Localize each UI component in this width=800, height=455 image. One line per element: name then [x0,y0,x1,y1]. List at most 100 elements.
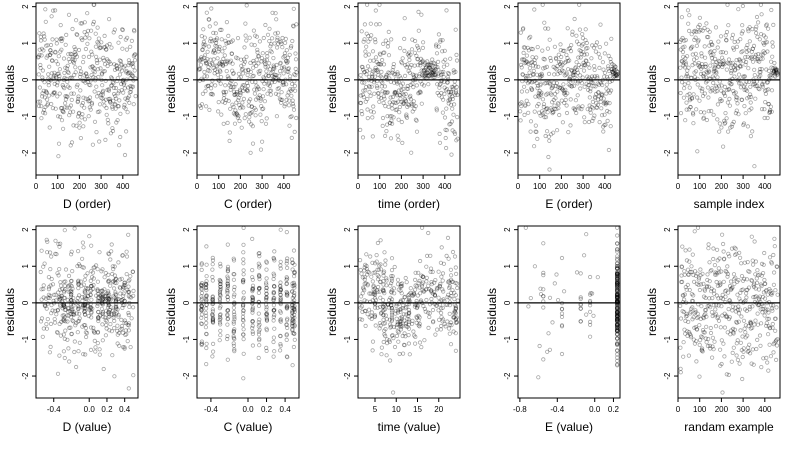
residual-point [428,269,433,274]
residual-point [105,87,110,93]
residual-point [41,283,46,288]
residual-point [754,24,759,29]
residual-point [57,353,62,358]
residual-point [522,57,527,62]
residual-point [578,86,583,91]
residual-point [404,305,409,310]
residual-point [688,335,694,340]
residual-point [762,42,767,47]
residual-point [263,64,268,70]
residual-point [100,338,105,343]
residual-point [767,109,772,114]
residual-point [408,93,413,98]
residual-point [403,321,408,326]
residual-point [264,348,269,353]
residual-point [381,313,386,318]
residual-point [389,310,395,315]
residual-point [605,64,611,69]
residual-point [699,348,705,353]
residual-point [284,292,289,298]
residual-point [446,98,451,103]
residual-point [220,49,225,54]
residual-point [106,315,111,320]
residual-point [426,62,431,67]
residual-point [264,297,269,303]
residual-point [702,110,707,115]
residual-point [450,279,455,284]
residual-point [578,296,583,302]
residual-point [290,299,295,305]
residual-point [377,2,382,7]
residual-point [423,309,428,314]
residual-point [358,100,363,106]
residual-point [713,83,718,88]
residual-point [84,72,89,77]
residual-point [417,74,422,79]
residual-point [732,74,737,79]
residual-point [231,335,236,340]
residual-point [688,269,693,275]
residual-point [264,276,269,281]
residual-point [720,62,726,67]
residual-point [57,244,62,249]
residual-point [708,269,713,274]
residual-point [121,90,126,95]
residual-point [445,62,450,67]
residual-point [256,332,262,337]
residual-point [403,306,408,311]
residual-point [359,77,364,82]
residual-point [199,55,204,60]
residual-point [250,286,256,291]
residual-point [250,294,255,299]
residual-point [372,74,377,79]
residual-point [600,60,606,65]
residual-point [387,339,392,344]
residual-point [83,296,88,301]
residual-point [713,62,718,68]
residual-point [436,67,441,72]
residual-point [371,283,376,288]
residual-point [258,98,263,103]
residual-point [524,53,530,58]
residual-point [240,304,246,309]
residual-point [615,315,620,320]
residual-point [687,91,692,97]
residual-point [615,328,620,333]
residual-point [86,293,91,299]
residual-point [209,39,215,44]
residual-point [715,258,720,263]
residual-point [112,264,117,269]
residual-point [122,102,127,108]
y-tick-label: 2 [182,227,191,232]
residual-point [258,112,263,117]
residual-point [691,121,696,126]
residual-point [231,271,236,277]
residual-point [572,106,578,111]
residual-point [218,284,223,289]
residual-point [597,94,602,99]
residual-point [284,354,289,359]
residual-point [381,304,386,309]
residual-point [372,314,377,319]
residual-point [735,95,740,100]
residual-point [593,43,598,48]
residual-point [418,90,423,95]
residual-point [524,89,530,94]
residual-point [602,51,607,56]
residual-point [455,92,460,98]
residual-point [553,66,558,71]
residual-point [774,69,779,74]
residual-point [55,307,61,313]
residual-point [615,328,620,334]
residual-point [118,34,123,40]
residual-point [200,47,205,53]
residual-point [615,341,620,347]
residual-point [278,343,283,348]
residual-point [606,88,611,93]
residual-point [360,135,366,140]
residual-point [448,277,454,282]
residual-point [448,267,453,272]
residual-point [88,278,93,283]
residual-point [703,307,709,312]
residual-point [112,62,117,67]
